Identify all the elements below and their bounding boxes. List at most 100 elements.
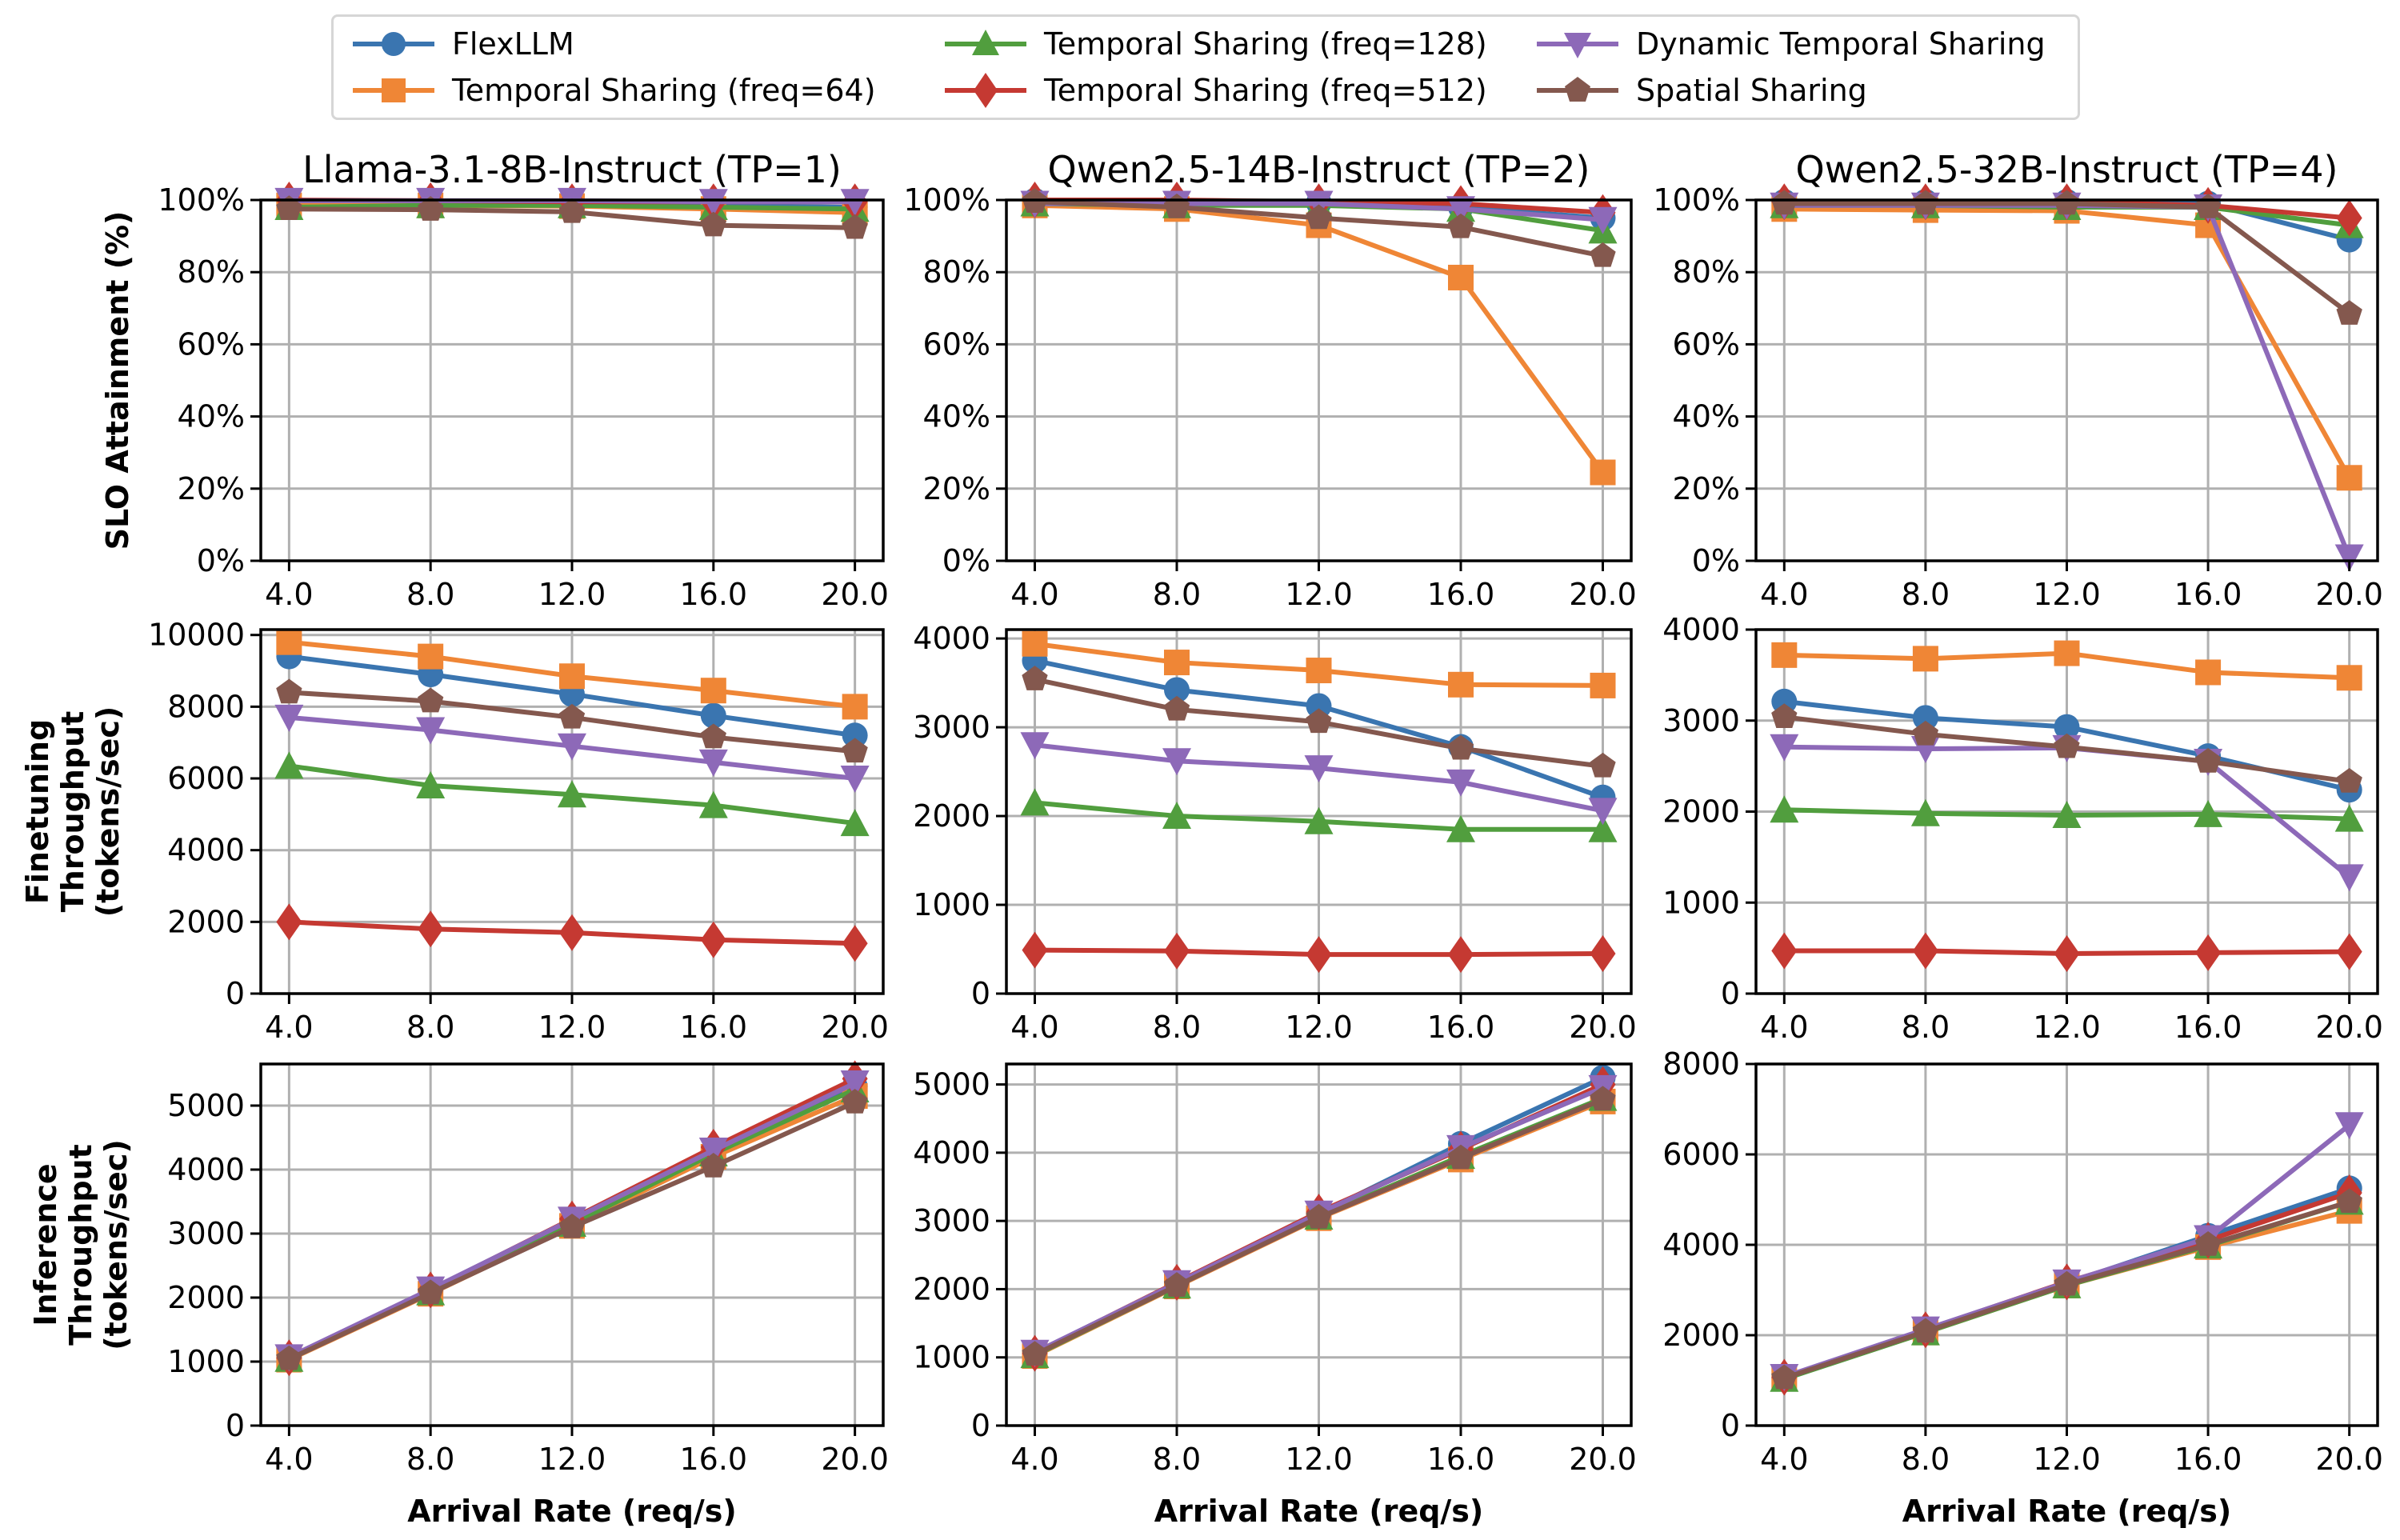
y-axis-label: Inference <box>28 1163 63 1326</box>
data-point <box>1162 748 1191 776</box>
y-tick-label: 6000 <box>1662 1137 1740 1172</box>
y-tick-label: 2000 <box>1662 1318 1740 1353</box>
data-point <box>276 195 302 221</box>
y-tick-label: 1000 <box>913 887 990 922</box>
data-point <box>418 643 444 670</box>
data-point <box>1164 932 1190 970</box>
y-tick-label: 10000 <box>148 618 245 653</box>
subplot-r0-c0: 4.0 8.0 12.0 16.0 20.0 0% 20% 40% 60% 80% 100% Llam… <box>100 148 889 612</box>
series-dynamic-temporal-sharing <box>1020 732 1618 826</box>
x-tick-label: 8.0 <box>1153 1442 1201 1477</box>
legend-label: Temporal Sharing (freq=512) <box>1044 73 1487 108</box>
legend-marker-diamond-icon <box>945 73 1026 108</box>
x-tick-label: 12.0 <box>538 1010 606 1045</box>
y-tick-label: 8000 <box>167 689 245 724</box>
y-tick-label: 4000 <box>1662 1227 1740 1262</box>
data-point <box>1022 630 1048 657</box>
x-tick-label: 4.0 <box>1010 577 1058 612</box>
y-tick-label: 0 <box>226 976 245 1011</box>
series-temporal-sharing-freq-512- <box>1022 931 1616 974</box>
data-point <box>1771 1364 1798 1390</box>
x-tick-label: 20.0 <box>1569 1442 1637 1477</box>
data-point <box>700 702 726 729</box>
x-tick-label: 20.0 <box>2315 1442 2383 1477</box>
x-tick-label: 4.0 <box>265 1442 313 1477</box>
x-tick-label: 12.0 <box>538 577 606 612</box>
y-tick-label: 3000 <box>913 1203 990 1238</box>
legend-marker-triangle-down-icon <box>1537 33 1618 58</box>
data-point <box>1304 190 1334 218</box>
y-axis-label: (tokens/sec) <box>90 706 126 918</box>
data-point <box>1446 196 1475 224</box>
data-point <box>1022 666 1048 690</box>
data-point <box>2336 465 2362 491</box>
data-point <box>698 790 728 818</box>
legend-item-spatial-sharing: Spatial Sharing <box>1534 68 1867 113</box>
data-point <box>2336 1188 2362 1214</box>
y-tick-label: 4000 <box>167 1152 245 1187</box>
y-tick-label: 0 <box>971 976 990 1011</box>
subplot-r1-c0: 4.0 8.0 12.0 16.0 20.0 0 2000 4000 6000 8000 10000… <box>20 618 889 1045</box>
data-point <box>1447 213 1474 238</box>
data-point <box>2194 799 2223 827</box>
data-point <box>700 723 726 749</box>
series-temporal-sharing-freq-128- <box>1770 795 2364 832</box>
data-point <box>2334 804 2364 832</box>
legend-label: Temporal Sharing (freq=64) <box>452 73 876 108</box>
data-point <box>1771 190 1798 215</box>
series-spatial-sharing <box>1771 1188 2362 1390</box>
y-tick-label: 80% <box>1673 254 1740 290</box>
data-point <box>1164 650 1190 676</box>
x-axis-label: Arrival Rate (req/s) <box>407 1494 737 1529</box>
x-tick-label: 4.0 <box>1760 1010 1808 1045</box>
data-point <box>2195 659 2222 686</box>
legend-item-flexllm: FlexLLM <box>350 22 574 66</box>
y-tick-label: 0 <box>226 1408 245 1443</box>
data-point <box>1771 688 1798 714</box>
data-point <box>558 198 586 223</box>
y-tick-label: 0 <box>1721 1408 1740 1443</box>
y-tick-label: 2000 <box>167 904 245 939</box>
data-point <box>2334 864 2364 892</box>
data-point <box>2054 733 2080 758</box>
data-point <box>276 629 302 655</box>
data-point <box>2054 714 2080 740</box>
data-point <box>1588 798 1618 826</box>
data-point <box>1306 708 1332 734</box>
data-point <box>1306 658 1332 684</box>
data-point <box>1590 242 1616 267</box>
y-axis-label: SLO Attainment (%) <box>100 211 135 550</box>
data-point <box>2336 300 2362 325</box>
subplot-r1-c2: 4.0 8.0 12.0 16.0 20.0 0 1000 2000 3000 4000 <box>1662 612 2383 1045</box>
subplot-r2-c0: 4.0 8.0 12.0 16.0 20.0 0 1000 2000 3000 4000 5000 A… <box>28 1060 889 1529</box>
data-point <box>700 678 726 704</box>
data-point <box>1163 695 1190 721</box>
legend-marker-triangle-up-icon <box>945 30 1026 55</box>
data-point <box>1447 734 1474 760</box>
y-tick-label: 60% <box>923 326 990 362</box>
data-point <box>558 703 586 729</box>
data-point <box>840 766 870 794</box>
x-tick-label: 16.0 <box>2174 1442 2242 1477</box>
subplot-r0-c1: 4.0 8.0 12.0 16.0 20.0 0% 20% 40% 60% 80% 100% Qwen… <box>903 148 1636 612</box>
data-point <box>1304 806 1334 834</box>
series-spatial-sharing <box>276 678 868 763</box>
y-tick-label: 6000 <box>167 761 245 796</box>
series-temporal-sharing-freq-64- <box>1771 640 2362 691</box>
data-point <box>840 1070 870 1098</box>
x-tick-label: 12.0 <box>2033 577 2101 612</box>
y-tick-label: 5000 <box>913 1067 990 1102</box>
data-point <box>700 1153 726 1178</box>
y-tick-label: 0 <box>1721 976 1740 1011</box>
y-tick-label: 3000 <box>913 710 990 745</box>
legend-marker-circle-icon <box>353 32 434 56</box>
y-tick-label: 0 <box>971 1408 990 1443</box>
x-tick-label: 16.0 <box>2174 1010 2242 1045</box>
data-point <box>558 780 586 808</box>
x-tick-label: 4.0 <box>265 577 313 612</box>
y-tick-label: 1000 <box>167 1344 245 1379</box>
data-point <box>274 751 304 779</box>
x-tick-label: 20.0 <box>1569 1010 1637 1045</box>
data-point <box>1306 204 1332 230</box>
data-point <box>842 694 868 720</box>
